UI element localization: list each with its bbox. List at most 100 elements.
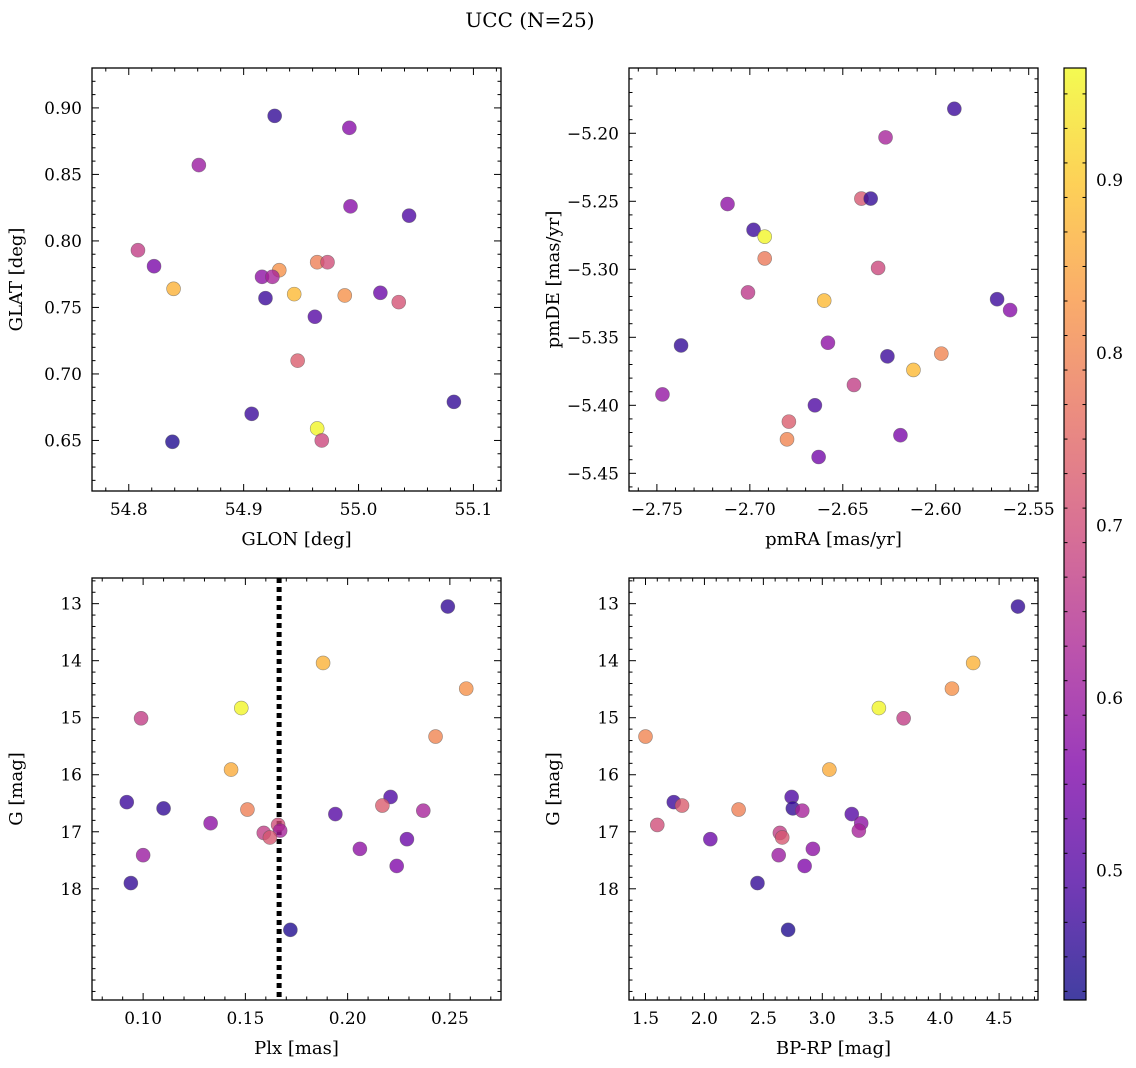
x-tick-label: 0.20	[329, 1009, 367, 1029]
data-point	[870, 260, 886, 276]
data-point	[446, 394, 462, 410]
panels: 54.8 54.9 55.0 55.1 0.65 0.70 0.75 0.80 0.85 0.90…	[6, 67, 1055, 1059]
plot-frame	[91, 67, 502, 492]
x-tick-label: 1.5	[632, 1009, 659, 1029]
data-point	[203, 815, 218, 831]
colorbar-tick-label: 0.6	[1096, 689, 1123, 709]
data-point	[156, 801, 171, 816]
y-tick-label: 14	[60, 652, 82, 672]
data-point	[290, 353, 305, 368]
y-tick-label: 15	[597, 709, 619, 729]
data-point	[934, 346, 949, 361]
panel-2: −2.75 −2.70 −2.65 −2.60 −2.55 −5.45 −5.40 −5.35…	[543, 67, 1055, 550]
x-tick-label: −2.65	[817, 500, 869, 520]
data-point	[272, 823, 288, 838]
data-point	[352, 841, 368, 857]
data-point	[440, 599, 456, 614]
y-tick-label: −5.40	[567, 396, 619, 416]
y-axis-label: pmDE [mas/yr]	[543, 211, 564, 349]
data-point	[805, 841, 821, 857]
y-tick-label: 0.70	[44, 365, 82, 385]
panel-1: 54.8 54.9 55.0 55.1 0.65 0.70 0.75 0.80 0.85 0.90…	[6, 67, 502, 550]
data-point	[244, 406, 259, 422]
y-tick-label: 0.65	[44, 431, 82, 451]
data-point	[191, 157, 207, 173]
data-point	[286, 286, 302, 302]
data-point	[720, 196, 735, 212]
data-point	[343, 199, 358, 214]
data-point	[822, 762, 837, 777]
data-point	[314, 433, 330, 448]
y-tick-label: −5.20	[567, 124, 619, 144]
colorbar-tick-label: 0.7	[1096, 516, 1123, 536]
x-tick-label: −2.70	[724, 500, 776, 520]
y-tick-label: 15	[60, 709, 82, 729]
y-tick-label: 17	[60, 823, 82, 843]
data-point	[774, 830, 790, 845]
data-point	[750, 875, 765, 891]
colorbar-gradient	[1063, 67, 1087, 1001]
data-point	[871, 700, 887, 716]
x-tick-label: 4.5	[986, 1009, 1013, 1029]
colorbar-tick-label: 0.8	[1096, 344, 1123, 364]
x-tick-label: 3.0	[809, 1009, 836, 1029]
x-tick-label: 3.5	[868, 1009, 895, 1029]
data-point	[797, 858, 812, 874]
y-tick-label: 18	[597, 880, 619, 900]
data-point	[375, 798, 390, 813]
x-tick-label: −2.60	[910, 500, 962, 520]
data-point	[119, 794, 135, 810]
data-point	[130, 242, 146, 258]
y-tick-label: 0.80	[44, 232, 82, 252]
data-point	[820, 335, 836, 351]
y-tick-label: 18	[60, 880, 82, 900]
plot-frame	[91, 577, 502, 1001]
data-point	[880, 349, 895, 364]
y-axis-label: GLAT [deg]	[6, 228, 27, 332]
x-axis-label: Plx [mas]	[254, 1038, 339, 1059]
data-point	[746, 222, 761, 238]
data-point	[781, 414, 797, 429]
data-point	[315, 655, 331, 671]
data-point	[391, 294, 407, 310]
y-tick-label: −5.35	[567, 328, 619, 348]
y-tick-label: 0.75	[44, 298, 82, 318]
data-point	[401, 208, 417, 223]
data-point	[896, 710, 911, 726]
data-point	[320, 254, 335, 270]
data-point	[780, 922, 796, 938]
data-point	[807, 398, 823, 413]
x-tick-label: 55.0	[340, 500, 378, 520]
x-tick-label: 4.0	[927, 1009, 954, 1029]
y-tick-label: 17	[597, 823, 619, 843]
y-tick-label: 16	[60, 766, 82, 786]
data-point	[794, 803, 810, 818]
data-point	[283, 922, 298, 938]
x-tick-label: 2.0	[691, 1009, 718, 1029]
plot-frame	[628, 67, 1039, 492]
x-axis-label: BP-RP [mag]	[776, 1038, 891, 1059]
y-tick-label: 13	[597, 595, 619, 615]
y-tick-label: 14	[597, 652, 619, 672]
data-point	[816, 293, 832, 308]
data-point	[947, 101, 962, 117]
panel-4: 1.5 2.0 2.5 3.0 3.5 4.0 4.5 13 14 15 16 17 18 BP-RP […	[543, 577, 1039, 1059]
data-point	[307, 309, 323, 325]
data-point	[740, 285, 756, 300]
data-point	[233, 700, 249, 716]
data-point	[399, 831, 415, 847]
data-point	[123, 875, 139, 891]
data-point	[906, 362, 921, 378]
data-point	[1002, 302, 1018, 318]
data-point	[757, 251, 773, 266]
colorbar-tick-label: 0.9	[1096, 171, 1123, 191]
data-point	[262, 830, 278, 845]
data-point	[135, 847, 151, 863]
x-tick-label: 54.8	[110, 500, 148, 520]
data-point	[458, 681, 474, 696]
data-point	[965, 655, 981, 671]
data-point	[673, 338, 689, 353]
y-axis-label: G [mag]	[543, 752, 564, 825]
y-tick-label: 16	[597, 766, 619, 786]
